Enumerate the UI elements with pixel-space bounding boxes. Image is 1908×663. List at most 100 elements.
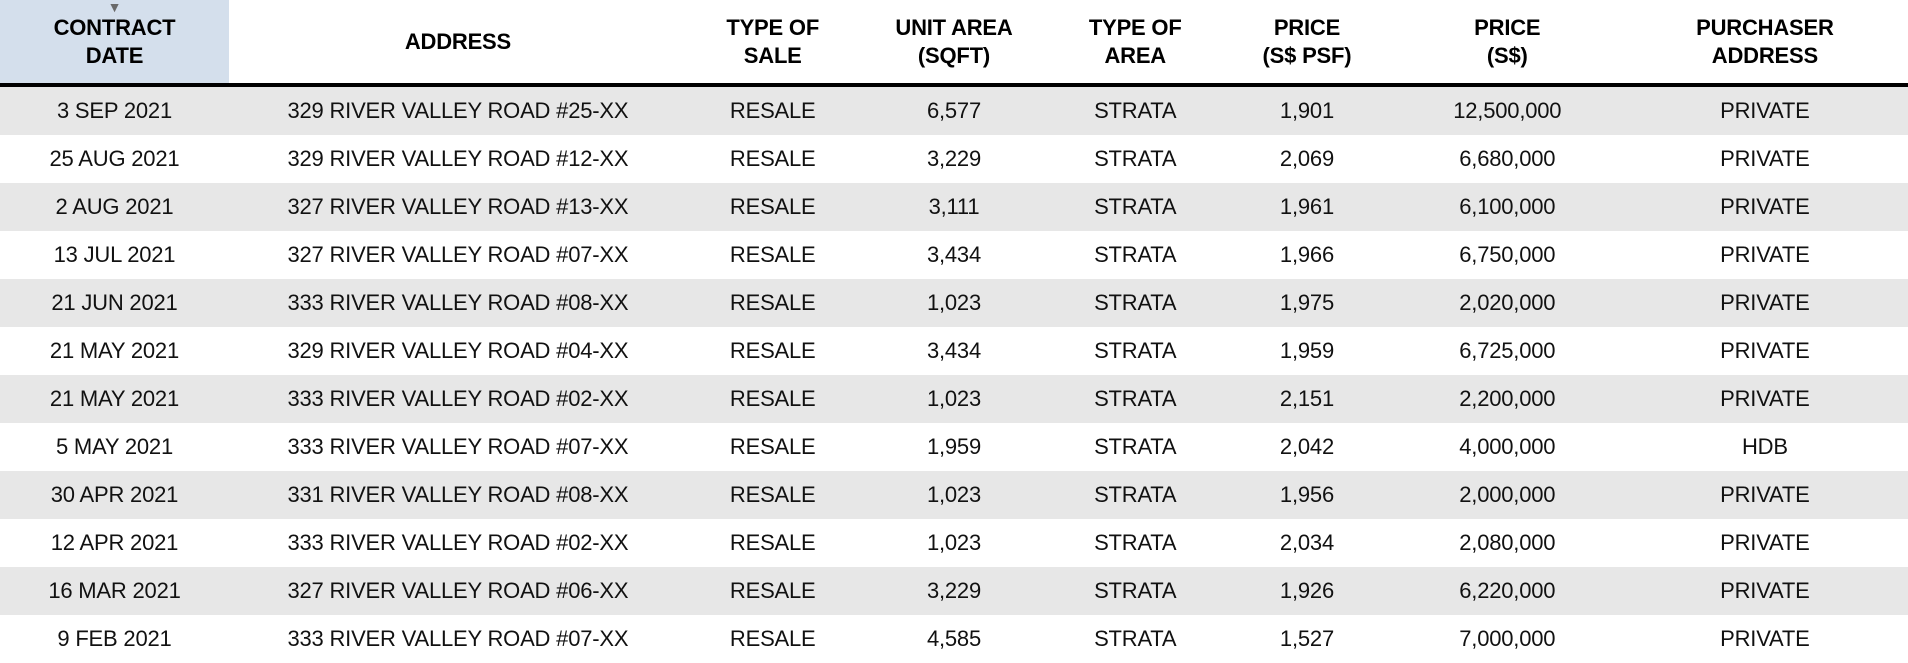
table-cell: RESALE	[687, 231, 859, 279]
table-cell: 3,111	[859, 183, 1050, 231]
column-header-label: ADDRESS	[1712, 43, 1818, 68]
column-header-label: TYPE OF	[1089, 15, 1182, 40]
table-cell: RESALE	[687, 471, 859, 519]
column-header[interactable]: PURCHASERADDRESS	[1622, 0, 1908, 85]
table-cell: 2,080,000	[1393, 519, 1622, 567]
column-header-label: (S$ PSF)	[1263, 43, 1352, 68]
table-cell: 333 RIVER VALLEY ROAD #07-XX	[229, 423, 687, 471]
table-row[interactable]: 12 APR 2021333 RIVER VALLEY ROAD #02-XXR…	[0, 519, 1908, 567]
table-cell: 1,023	[859, 471, 1050, 519]
table-row[interactable]: 3 SEP 2021329 RIVER VALLEY ROAD #25-XXRE…	[0, 85, 1908, 135]
column-header-label: AREA	[1104, 43, 1166, 68]
table-row[interactable]: 21 JUN 2021333 RIVER VALLEY ROAD #08-XXR…	[0, 279, 1908, 327]
table-cell: STRATA	[1049, 85, 1221, 135]
table-cell: RESALE	[687, 375, 859, 423]
table-cell: 1,926	[1221, 567, 1393, 615]
table-cell: 1,023	[859, 519, 1050, 567]
column-header-label: PRICE	[1474, 15, 1540, 40]
column-header[interactable]: ▼CONTRACTDATE	[0, 0, 229, 85]
table-cell: STRATA	[1049, 231, 1221, 279]
table-cell: RESALE	[687, 327, 859, 375]
table-row[interactable]: 25 AUG 2021329 RIVER VALLEY ROAD #12-XXR…	[0, 135, 1908, 183]
table-cell: RESALE	[687, 183, 859, 231]
table-row[interactable]: 2 AUG 2021327 RIVER VALLEY ROAD #13-XXRE…	[0, 183, 1908, 231]
column-header[interactable]: ADDRESS	[229, 0, 687, 85]
table-cell: 6,750,000	[1393, 231, 1622, 279]
table-cell: 1,527	[1221, 615, 1393, 663]
table-cell: 327 RIVER VALLEY ROAD #07-XX	[229, 231, 687, 279]
table-cell: 1,023	[859, 279, 1050, 327]
table-cell: RESALE	[687, 85, 859, 135]
column-header[interactable]: PRICE (S$ PSF)	[1221, 0, 1393, 85]
table-header: ▼CONTRACTDATE ADDRESS TYPE OF SALE UNIT AREA…	[0, 0, 1908, 85]
table-cell: STRATA	[1049, 567, 1221, 615]
column-header[interactable]: TYPE OF AREA	[1049, 0, 1221, 85]
table-header-row: ▼CONTRACTDATE ADDRESS TYPE OF SALE UNIT AREA…	[0, 0, 1908, 85]
table-cell: 1,956	[1221, 471, 1393, 519]
table-row[interactable]: 21 MAY 2021333 RIVER VALLEY ROAD #02-XXR…	[0, 375, 1908, 423]
table-cell: 1,975	[1221, 279, 1393, 327]
table-cell: 2,069	[1221, 135, 1393, 183]
column-header-label: ADDRESS	[405, 29, 511, 54]
column-header-label: CONTRACT	[54, 15, 176, 40]
table-cell: STRATA	[1049, 135, 1221, 183]
table-cell: 333 RIVER VALLEY ROAD #07-XX	[229, 615, 687, 663]
column-header[interactable]: PRICE (S$)	[1393, 0, 1622, 85]
table-cell: 21 MAY 2021	[0, 375, 229, 423]
table-cell: PRIVATE	[1622, 567, 1908, 615]
table-cell: RESALE	[687, 423, 859, 471]
table-cell: 6,100,000	[1393, 183, 1622, 231]
table-cell: 333 RIVER VALLEY ROAD #08-XX	[229, 279, 687, 327]
table-cell: 1,023	[859, 375, 1050, 423]
table-cell: PRIVATE	[1622, 519, 1908, 567]
table-row[interactable]: 30 APR 2021331 RIVER VALLEY ROAD #08-XXR…	[0, 471, 1908, 519]
table-cell: RESALE	[687, 615, 859, 663]
table-cell: 2,034	[1221, 519, 1393, 567]
table-cell: 2,000,000	[1393, 471, 1622, 519]
table-row[interactable]: 9 FEB 2021333 RIVER VALLEY ROAD #07-XXRE…	[0, 615, 1908, 663]
table-cell: 4,000,000	[1393, 423, 1622, 471]
table-cell: 6,725,000	[1393, 327, 1622, 375]
table-cell: 2,042	[1221, 423, 1393, 471]
table-cell: 9 FEB 2021	[0, 615, 229, 663]
table-cell: 329 RIVER VALLEY ROAD #12-XX	[229, 135, 687, 183]
table-cell: PRIVATE	[1622, 183, 1908, 231]
table-cell: 6,220,000	[1393, 567, 1622, 615]
column-header[interactable]: TYPE OF SALE	[687, 0, 859, 85]
table-cell: 327 RIVER VALLEY ROAD #06-XX	[229, 567, 687, 615]
table-cell: STRATA	[1049, 279, 1221, 327]
column-header-label: UNIT AREA	[895, 15, 1012, 40]
table-cell: 329 RIVER VALLEY ROAD #25-XX	[229, 85, 687, 135]
table-cell: PRIVATE	[1622, 375, 1908, 423]
table-row[interactable]: 13 JUL 2021327 RIVER VALLEY ROAD #07-XXR…	[0, 231, 1908, 279]
table-cell: RESALE	[687, 567, 859, 615]
column-header-label: SALE	[744, 43, 802, 68]
sort-caret-down-icon: ▼	[108, 0, 122, 14]
table-cell: 1,901	[1221, 85, 1393, 135]
table-cell: STRATA	[1049, 615, 1221, 663]
column-header-label: (S$)	[1487, 43, 1528, 68]
table-cell: 3,229	[859, 135, 1050, 183]
table-cell: PRIVATE	[1622, 85, 1908, 135]
table-cell: 25 AUG 2021	[0, 135, 229, 183]
table-cell: 21 MAY 2021	[0, 327, 229, 375]
column-header[interactable]: UNIT AREA (SQFT)	[859, 0, 1050, 85]
table-row[interactable]: 21 MAY 2021329 RIVER VALLEY ROAD #04-XXR…	[0, 327, 1908, 375]
table-cell: 3 SEP 2021	[0, 85, 229, 135]
table-cell: 333 RIVER VALLEY ROAD #02-XX	[229, 519, 687, 567]
table-cell: PRIVATE	[1622, 327, 1908, 375]
column-header-label: PRICE	[1274, 15, 1340, 40]
table-cell: 3,229	[859, 567, 1050, 615]
column-header-label: TYPE OF	[726, 15, 819, 40]
table-row[interactable]: 5 MAY 2021333 RIVER VALLEY ROAD #07-XXRE…	[0, 423, 1908, 471]
table-cell: 30 APR 2021	[0, 471, 229, 519]
table-cell: PRIVATE	[1622, 615, 1908, 663]
table-cell: STRATA	[1049, 183, 1221, 231]
table-cell: 331 RIVER VALLEY ROAD #08-XX	[229, 471, 687, 519]
table-cell: 2 AUG 2021	[0, 183, 229, 231]
column-header-label: (SQFT)	[918, 43, 990, 68]
table-cell: 1,966	[1221, 231, 1393, 279]
table-cell: 6,680,000	[1393, 135, 1622, 183]
table-row[interactable]: 16 MAR 2021327 RIVER VALLEY ROAD #06-XXR…	[0, 567, 1908, 615]
table-body: 3 SEP 2021329 RIVER VALLEY ROAD #25-XXRE…	[0, 85, 1908, 663]
